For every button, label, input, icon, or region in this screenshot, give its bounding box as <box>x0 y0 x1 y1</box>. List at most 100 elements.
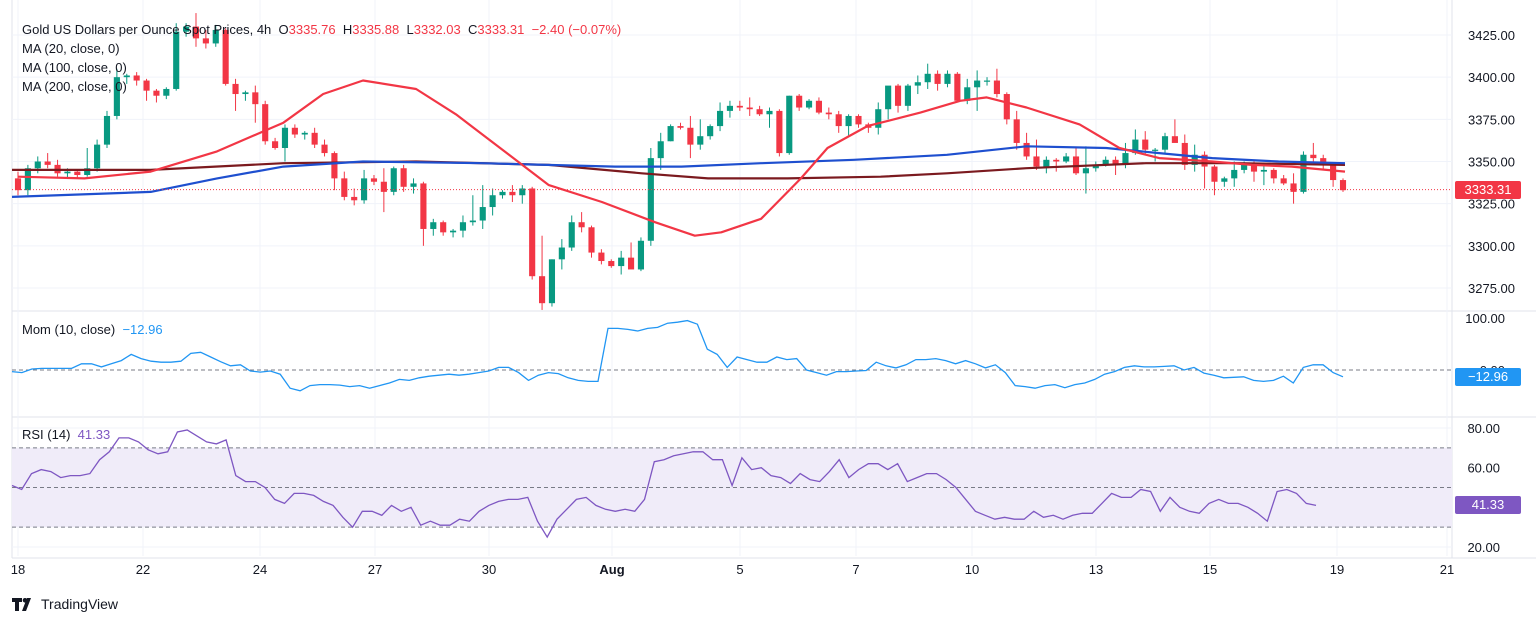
candle-up <box>1260 169 1267 172</box>
candle-up <box>103 115 111 145</box>
candle-down <box>934 73 941 84</box>
price-axis[interactable]: 3425.00 3400.00 3375.00 3350.00 3325.00 3300.… <box>1468 28 1515 296</box>
candle-down <box>400 168 407 187</box>
candle-down <box>687 127 694 145</box>
high-value: 3335.88 <box>352 22 400 37</box>
candle-down <box>370 178 378 182</box>
tradingview-wordmark: TradingView <box>41 596 119 612</box>
candle-down <box>192 26 200 39</box>
price-tick-label: 3300.00 <box>1468 239 1515 254</box>
time-tick-label: 30 <box>482 562 496 577</box>
time-tick-label: 5 <box>736 562 743 577</box>
candle-down <box>1320 158 1327 165</box>
time-axis[interactable]: 18 22 24 27 30 Aug 5 7 10 13 15 19 21 <box>11 562 1454 577</box>
candles <box>14 13 1347 310</box>
candle-up <box>845 115 852 127</box>
candle-down <box>1053 159 1060 162</box>
close-value: 3333.31 <box>477 22 525 37</box>
candle-down <box>291 127 298 135</box>
candle-down <box>1290 183 1297 192</box>
candle-down <box>311 132 318 145</box>
candle-up <box>974 80 981 88</box>
candle-down <box>1211 166 1218 182</box>
symbol-title: Gold US Dollars per Ounce Spot Prices, 4… <box>22 22 272 37</box>
candle-down <box>677 126 684 128</box>
ma100-legend[interactable]: MA (100, close, 0) <box>22 60 127 75</box>
candle-down <box>776 110 783 154</box>
candle-up <box>766 110 773 115</box>
candle-up <box>558 247 565 260</box>
candle-up <box>618 257 625 267</box>
high-label: H <box>342 22 353 37</box>
candle-up <box>716 110 724 127</box>
candle-down <box>331 153 338 179</box>
candle-down <box>815 100 822 113</box>
candle-up <box>301 132 308 135</box>
candle-up <box>667 126 674 142</box>
candle-down <box>1310 154 1317 159</box>
time-tick-label: 21 <box>1440 562 1454 577</box>
time-tick-label: Aug <box>599 562 624 577</box>
low-label: L <box>406 22 414 37</box>
candle-down <box>756 109 763 115</box>
candle-down <box>1171 136 1178 143</box>
candle-down <box>14 178 22 191</box>
rsi-label: RSI (14) <box>22 427 71 442</box>
candle-up <box>1161 136 1169 150</box>
time-tick-label: 27 <box>368 562 382 577</box>
candle-down <box>380 181 387 192</box>
candle-up <box>479 207 486 221</box>
candle-up <box>1241 164 1248 170</box>
candle-down <box>1013 119 1020 143</box>
time-tick-label: 7 <box>852 562 859 577</box>
candle-up <box>904 85 911 106</box>
candle-down <box>1181 142 1188 165</box>
candle-down <box>608 261 615 267</box>
candle-up <box>1152 149 1159 151</box>
candle-up <box>84 168 91 175</box>
candle-down <box>1330 164 1337 181</box>
price-tick-label: 3325.00 <box>1468 197 1515 212</box>
candle-down <box>835 114 842 127</box>
ma200-legend[interactable]: MA (200, close, 0) <box>22 79 127 94</box>
candle-up <box>361 178 368 201</box>
candle-up <box>657 141 664 159</box>
candle-down <box>796 95 803 108</box>
tradingview-logo[interactable]: TradingView <box>12 596 118 612</box>
candle-up <box>113 77 120 116</box>
candle-up <box>410 183 417 187</box>
time-tick-label: 19 <box>1330 562 1344 577</box>
rsi-legend[interactable]: RSI (14) 41.33 <box>22 426 110 444</box>
candle-up <box>499 191 506 196</box>
candle-down <box>143 80 150 91</box>
momentum-legend[interactable]: Mom (10, close) −12.96 <box>22 321 163 339</box>
candle-up <box>914 82 921 86</box>
candle-up <box>568 222 575 248</box>
close-label: C <box>467 22 478 37</box>
candle-down <box>539 276 546 304</box>
rsi-tag: 41.33 <box>1455 496 1521 514</box>
candle-up <box>944 73 951 84</box>
candle-up <box>1221 178 1228 182</box>
momentum-line <box>11 319 1344 392</box>
candle-up <box>637 240 645 270</box>
reference-levels <box>12 369 1452 528</box>
candle-up <box>726 105 734 111</box>
momentum-label: Mom (10, close) <box>22 322 116 337</box>
low-value: 3332.03 <box>413 22 461 37</box>
candle-down <box>627 257 635 270</box>
candle-up <box>1063 156 1070 162</box>
candle-up <box>1122 153 1129 165</box>
change-value: −2.40 (−0.07%) <box>531 22 622 37</box>
last-price-tag: 3333.31 <box>1455 181 1521 199</box>
momentum-tick-label: 100.00 <box>1465 311 1505 326</box>
ma20-legend[interactable]: MA (20, close, 0) <box>22 41 120 56</box>
rsi-tick-label: 20.00 <box>1467 540 1500 555</box>
rsi-axis[interactable]: 80.00 60.00 20.00 <box>1467 421 1500 555</box>
candle-up <box>697 136 704 145</box>
candle-down <box>1280 178 1287 184</box>
candle-down <box>440 222 447 233</box>
candle-up <box>489 195 496 208</box>
symbol-legend: Gold US Dollars per Ounce Spot Prices, 4… <box>22 21 621 39</box>
